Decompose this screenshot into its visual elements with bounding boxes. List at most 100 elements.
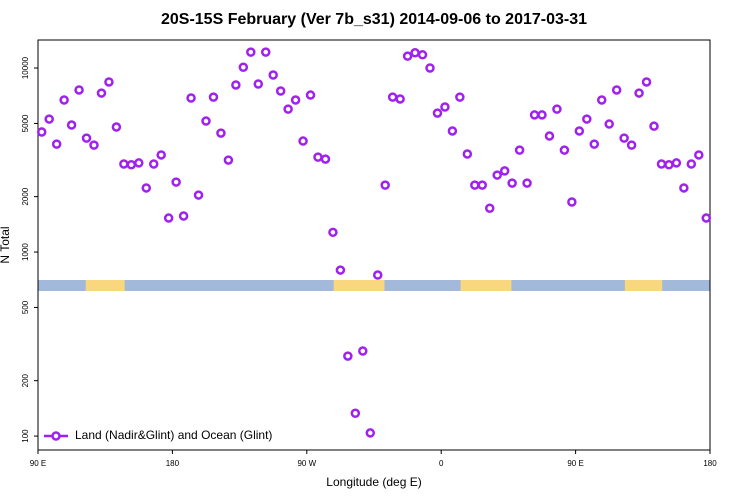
data-point xyxy=(387,92,398,102)
data-point xyxy=(596,95,607,105)
data-point xyxy=(81,133,92,143)
legend-marker xyxy=(51,431,61,441)
data-point xyxy=(163,213,174,223)
y-tick-label: 5000 xyxy=(21,114,30,132)
data-point xyxy=(611,85,622,95)
data-point xyxy=(231,80,241,90)
data-point xyxy=(544,131,555,141)
data-point xyxy=(514,145,525,155)
land-segment xyxy=(460,280,512,291)
data-point xyxy=(701,213,712,223)
y-tick-label: 10000 xyxy=(21,56,30,79)
data-point xyxy=(537,110,547,120)
data-point xyxy=(223,155,234,165)
data-point xyxy=(253,79,264,89)
data-point xyxy=(201,116,211,126)
data-point xyxy=(440,102,450,112)
data-point xyxy=(343,351,353,361)
data-point xyxy=(260,47,271,57)
data-point xyxy=(372,270,383,280)
data-point xyxy=(305,90,316,100)
data-point xyxy=(529,110,540,120)
data-point xyxy=(148,159,159,169)
y-tick-label: 100 xyxy=(21,429,30,443)
x-tick-label: 90 E xyxy=(567,459,583,468)
data-point xyxy=(649,121,659,131)
data-point xyxy=(51,139,62,149)
x-axis-label: Longitude (deg E) xyxy=(326,475,421,489)
x-tick-label: 90 W xyxy=(297,459,316,468)
data-point xyxy=(574,126,585,136)
data-point xyxy=(484,203,495,213)
data-point xyxy=(320,154,331,164)
y-axis-label: N Total xyxy=(0,226,12,263)
data-point xyxy=(432,108,443,118)
y-tick-label: 1000 xyxy=(21,243,30,261)
data-point xyxy=(626,140,637,150)
data-point xyxy=(36,127,47,137)
data-point xyxy=(395,94,405,104)
data-point xyxy=(44,114,54,124)
data-point xyxy=(477,180,488,190)
data-point xyxy=(275,86,286,96)
data-point xyxy=(74,85,84,95)
y-tick-label: 2000 xyxy=(21,187,30,205)
x-tick-label: 0 xyxy=(439,459,444,468)
data-point xyxy=(238,62,249,72)
legend-label: Land (Nadir&Glint) and Ocean (Glint) xyxy=(75,428,272,442)
data-point xyxy=(193,190,204,200)
data-point xyxy=(186,93,196,103)
data-point xyxy=(656,159,667,169)
data-point xyxy=(126,160,137,170)
data-point xyxy=(589,139,600,149)
data-point xyxy=(559,145,570,155)
data-point xyxy=(268,70,278,80)
data-point xyxy=(290,95,301,105)
data-point xyxy=(104,77,114,87)
data-point xyxy=(298,136,308,146)
data-point xyxy=(156,150,166,160)
x-tick-label: 180 xyxy=(166,459,180,468)
data-point xyxy=(410,48,420,58)
data-point xyxy=(694,150,704,160)
data-point xyxy=(425,63,435,73)
data-point xyxy=(664,160,674,170)
data-point xyxy=(686,159,697,169)
data-point xyxy=(246,47,256,57)
data-point xyxy=(380,180,390,190)
x-tick-label: 90 E xyxy=(30,459,46,468)
data-point xyxy=(66,120,77,130)
data-point xyxy=(447,126,458,136)
data-point xyxy=(507,178,517,188)
plot-frame xyxy=(37,39,711,451)
data-point xyxy=(89,140,99,150)
data-point xyxy=(365,428,376,438)
data-point xyxy=(522,178,532,188)
data-point xyxy=(582,114,592,124)
data-point xyxy=(455,92,465,102)
data-point xyxy=(619,133,629,143)
data-point xyxy=(335,265,346,275)
land-segment xyxy=(624,280,663,291)
data-point xyxy=(641,77,652,87)
data-point xyxy=(604,119,614,129)
data-point xyxy=(462,149,473,159)
data-point xyxy=(671,158,682,168)
data-point xyxy=(283,104,293,114)
data-point xyxy=(208,92,219,102)
data-point xyxy=(492,170,502,180)
data-point xyxy=(358,346,368,356)
y-tick-label: 200 xyxy=(21,373,30,387)
data-point xyxy=(499,166,510,176)
data-point xyxy=(59,95,69,105)
y-tick-label: 500 xyxy=(21,300,30,314)
data-point xyxy=(328,227,338,238)
data-point xyxy=(178,211,189,221)
data-point xyxy=(216,128,226,138)
chart-title: 20S-15S February (Ver 7b_s31) 2014-09-06… xyxy=(161,11,587,28)
data-point xyxy=(313,152,323,162)
data-point xyxy=(119,159,129,169)
x-tick-label: 180 xyxy=(703,459,717,468)
data-point xyxy=(171,177,181,187)
